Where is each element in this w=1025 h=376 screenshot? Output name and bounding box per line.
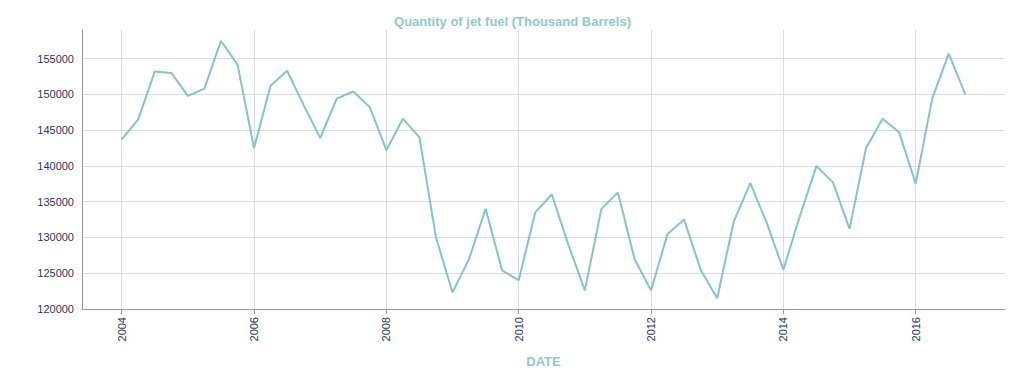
svg-text:Quantity of jet fuel (Thousand: Quantity of jet fuel (Thousand Barrels) xyxy=(394,14,631,29)
svg-text:135000: 135000 xyxy=(37,196,74,208)
svg-text:125000: 125000 xyxy=(37,267,74,279)
svg-text:150000: 150000 xyxy=(37,88,74,100)
svg-text:2014: 2014 xyxy=(777,317,789,341)
svg-text:DATE: DATE xyxy=(526,354,561,369)
svg-text:2008: 2008 xyxy=(380,317,392,341)
svg-text:2004: 2004 xyxy=(116,317,128,341)
svg-text:2016: 2016 xyxy=(910,317,922,341)
svg-text:2010: 2010 xyxy=(513,317,525,341)
svg-text:155000: 155000 xyxy=(37,53,74,65)
svg-text:2006: 2006 xyxy=(248,317,260,341)
svg-text:120000: 120000 xyxy=(37,303,74,315)
svg-text:140000: 140000 xyxy=(37,160,74,172)
svg-text:2012: 2012 xyxy=(645,317,657,341)
svg-text:145000: 145000 xyxy=(37,124,74,136)
svg-text:130000: 130000 xyxy=(37,231,74,243)
